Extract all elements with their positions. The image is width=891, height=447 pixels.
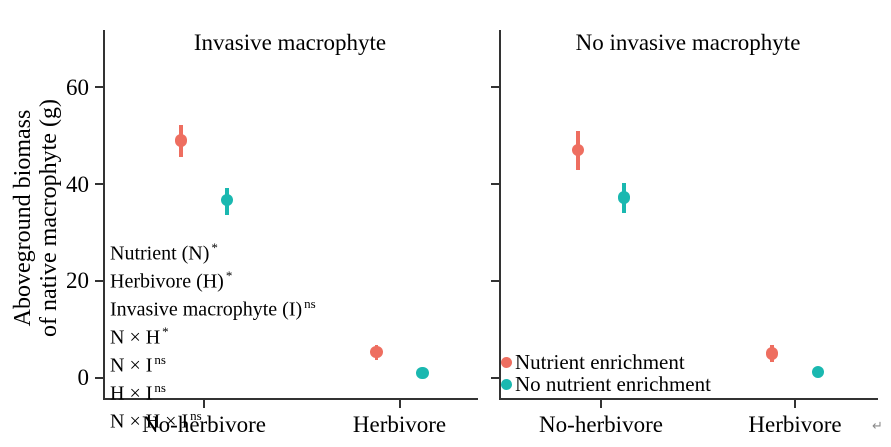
- stats-annotation-line: Nutrient (N) *: [110, 237, 316, 265]
- panel-title-no-invasive: No invasive macrophyte: [575, 30, 801, 55]
- data-point: [811, 365, 825, 379]
- y-tick: [491, 376, 499, 379]
- y-axis-line: [102, 30, 105, 401]
- stats-annotation-line: Invasive macrophyte (I) ns: [110, 293, 316, 321]
- stats-term: N × I: [110, 354, 153, 377]
- carriage-return-mark: ↵: [872, 419, 883, 434]
- y-tick: [95, 183, 103, 185]
- x-tick-label: Herbivore: [352, 412, 447, 437]
- data-point: [765, 347, 779, 360]
- stats-term: N × H × I: [110, 411, 189, 434]
- x-tick: [203, 400, 205, 408]
- stats-significance: ns: [190, 408, 202, 424]
- y-tick: [95, 376, 103, 379]
- x-tick: [398, 400, 401, 408]
- legend-label: No nutrient enrichment: [515, 371, 711, 396]
- data-point: [571, 143, 585, 157]
- x-tick: [794, 400, 796, 408]
- legend: Nutrient enrichment No nutrient enrichmen…: [501, 349, 711, 396]
- stats-term: Invasive macrophyte (I): [110, 298, 303, 321]
- stats-significance: ns: [154, 352, 166, 368]
- y-tick-label: 60: [66, 74, 89, 100]
- y-tick: [95, 86, 103, 89]
- y-axis-line: [498, 30, 501, 401]
- y-tick-label: 0: [77, 365, 90, 390]
- panel-title-invasive: Invasive macrophyte: [193, 30, 387, 55]
- stats-term: N × H: [110, 326, 161, 349]
- y-axis-title: Aboveground biomass of native macrophyte…: [10, 8, 62, 428]
- data-point: [370, 345, 383, 359]
- stats-term: Nutrient (N): [110, 242, 210, 265]
- y-tick: [491, 183, 499, 185]
- y-tick-label: 20: [66, 268, 89, 294]
- y-tick: [95, 279, 103, 282]
- stats-annotation-line: N × H *: [110, 321, 316, 349]
- stats-significance: *: [211, 240, 218, 255]
- legend-dot-icon: [501, 378, 512, 390]
- x-tick: [600, 400, 602, 408]
- legend-item: Nutrient enrichment: [501, 349, 711, 374]
- x-tick-label: No-herbivore: [539, 412, 663, 437]
- stats-significance: ns: [304, 296, 316, 312]
- stats-term: Herbivore (H): [110, 270, 224, 293]
- data-point: [220, 193, 234, 207]
- y-axis-title-line1: Aboveground biomass: [10, 109, 36, 327]
- stats-significance: *: [225, 268, 233, 284]
- y-tick: [491, 279, 499, 282]
- legend-label: Nutrient enrichment: [515, 349, 685, 374]
- stats-annotation-line: Herbivore (H) *: [110, 265, 316, 293]
- legend-item: No nutrient enrichment: [501, 371, 711, 396]
- stats-significance: ns: [154, 380, 166, 396]
- y-tick: [491, 86, 499, 89]
- x-tick-label: No-herbivore: [142, 412, 266, 437]
- data-point: [416, 366, 429, 380]
- data-point: [174, 134, 188, 147]
- x-axis-line: [498, 398, 878, 401]
- stats-term: H × I: [110, 382, 153, 405]
- y-axis-title-line2: of native macrophyte (g): [36, 99, 62, 337]
- y-tick-label: 40: [66, 171, 89, 197]
- x-tick-label: Herbivore: [748, 412, 842, 437]
- data-point: [617, 191, 631, 204]
- legend-dot-icon: [501, 356, 512, 368]
- statistics-annotation-block: Nutrient (N) * Herbivore (H) * Invasive macr…: [110, 237, 316, 433]
- x-axis-line: [102, 398, 478, 401]
- stats-significance: *: [162, 324, 169, 340]
